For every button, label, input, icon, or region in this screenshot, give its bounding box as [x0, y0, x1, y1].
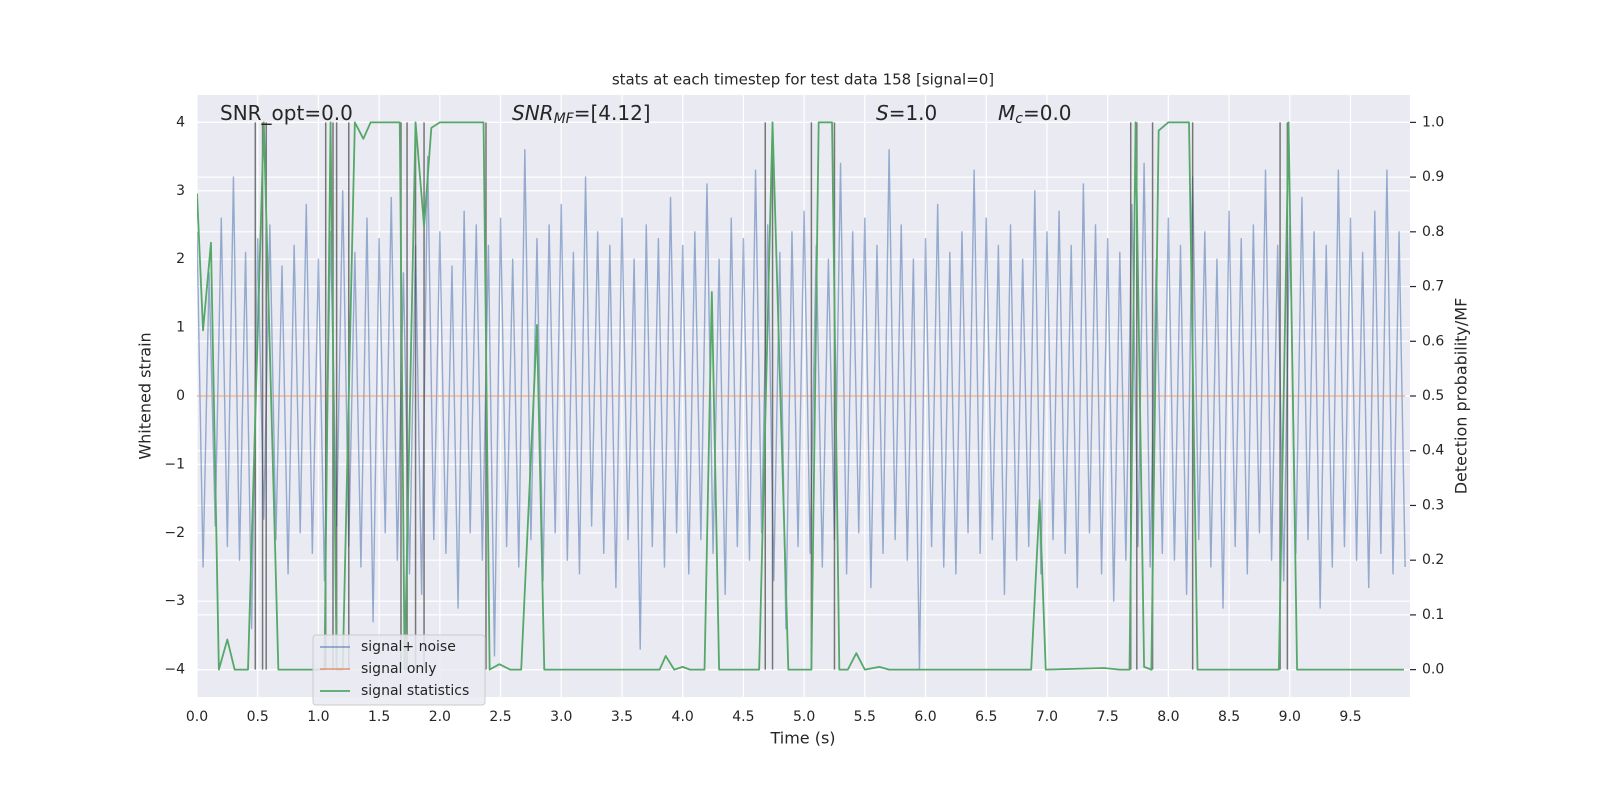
annotation-tail: =1.0: [889, 101, 938, 125]
y-tick-label: 4: [176, 114, 185, 130]
y-tick-label: −3: [164, 593, 185, 609]
y-tick-label: 3: [176, 183, 185, 199]
x-tick-label: 8.5: [1218, 709, 1240, 725]
annotation-tail: =0.0: [1023, 101, 1072, 125]
series-line: [197, 149, 1406, 671]
x-tick-label: 7.0: [1036, 709, 1058, 725]
y2-tick-label: 0.5: [1422, 388, 1444, 404]
x-tick-label: 0.0: [186, 709, 208, 725]
y2-tick-label: 0.3: [1422, 497, 1444, 513]
x-tick-label: 6.0: [914, 709, 936, 725]
x-tick-label: 9.5: [1339, 709, 1361, 725]
y2-tick-label: 0.9: [1422, 169, 1444, 185]
x-tick-label: 5.5: [854, 709, 876, 725]
y2-tick-label: 0.7: [1422, 279, 1444, 295]
y2-tick-label: 0.6: [1422, 333, 1444, 349]
annotation-sub: MF: [554, 111, 575, 127]
series-line: [197, 121, 1404, 671]
annotation: Mc=0.0: [998, 101, 1072, 128]
y2-tick-label: 0.0: [1422, 662, 1444, 678]
chart-title: stats at each timestep for test data 158…: [612, 71, 994, 89]
y-tick-label: −4: [164, 662, 185, 678]
x-tick-label: 3.5: [611, 709, 633, 725]
annotation-tail: =[4.12]: [574, 101, 651, 125]
y-tick-label: 1: [176, 320, 185, 336]
x-tick-label: 7.5: [1097, 709, 1119, 725]
y-tick-label: 0: [176, 388, 185, 404]
x-tick-label: 9.0: [1279, 709, 1301, 725]
annotation-text: M: [998, 101, 1015, 125]
y-axis-label: Whitened strain: [136, 332, 155, 459]
x-tick-label: 4.5: [732, 709, 754, 725]
legend-label: signal only: [361, 661, 436, 677]
y2-tick-label: 0.4: [1422, 443, 1444, 459]
y-tick-label: −1: [164, 456, 185, 472]
plot-area: [197, 121, 1406, 671]
y2-tick-label: 1.0: [1422, 114, 1444, 130]
y2-tick-label: 0.1: [1422, 607, 1444, 623]
x-tick-label: 1.0: [307, 709, 329, 725]
x-tick-label: 3.0: [550, 709, 572, 725]
y2-tick-label: 0.8: [1422, 224, 1444, 240]
y2-axis-label: Detection probability/MF: [1452, 298, 1471, 495]
y-tick-label: −2: [164, 525, 185, 541]
y-tick-label: 2: [176, 251, 185, 267]
legend-box: [312, 634, 486, 706]
x-axis-label: Time (s): [769, 729, 835, 748]
x-tick-label: 6.5: [975, 709, 997, 725]
annotation: SNR_opt=0.0: [220, 101, 353, 125]
x-tick-label: 5.0: [793, 709, 815, 725]
annotation: S=1.0: [876, 101, 937, 125]
x-tick-label: 4.0: [672, 709, 694, 725]
legend: signal+ noise signal only signal statistic…: [312, 634, 486, 706]
x-tick-label: 2.0: [429, 709, 451, 725]
x-tick-label: 2.5: [489, 709, 511, 725]
annotation-text: S: [876, 101, 889, 125]
x-tick-label: 1.5: [368, 709, 390, 725]
annotation-text: SNR: [512, 101, 554, 125]
legend-label: signal statistics: [361, 683, 469, 699]
y2-tick-label: 0.2: [1422, 552, 1444, 568]
annotation: SNRMF=[4.12]: [512, 101, 651, 128]
annotation-sub: c: [1015, 111, 1023, 127]
x-tick-label: 8.0: [1157, 709, 1179, 725]
x-tick-label: 0.5: [247, 709, 269, 725]
annotation-text: SNR_opt=0.0: [220, 101, 353, 125]
legend-label: signal+ noise: [361, 639, 456, 655]
